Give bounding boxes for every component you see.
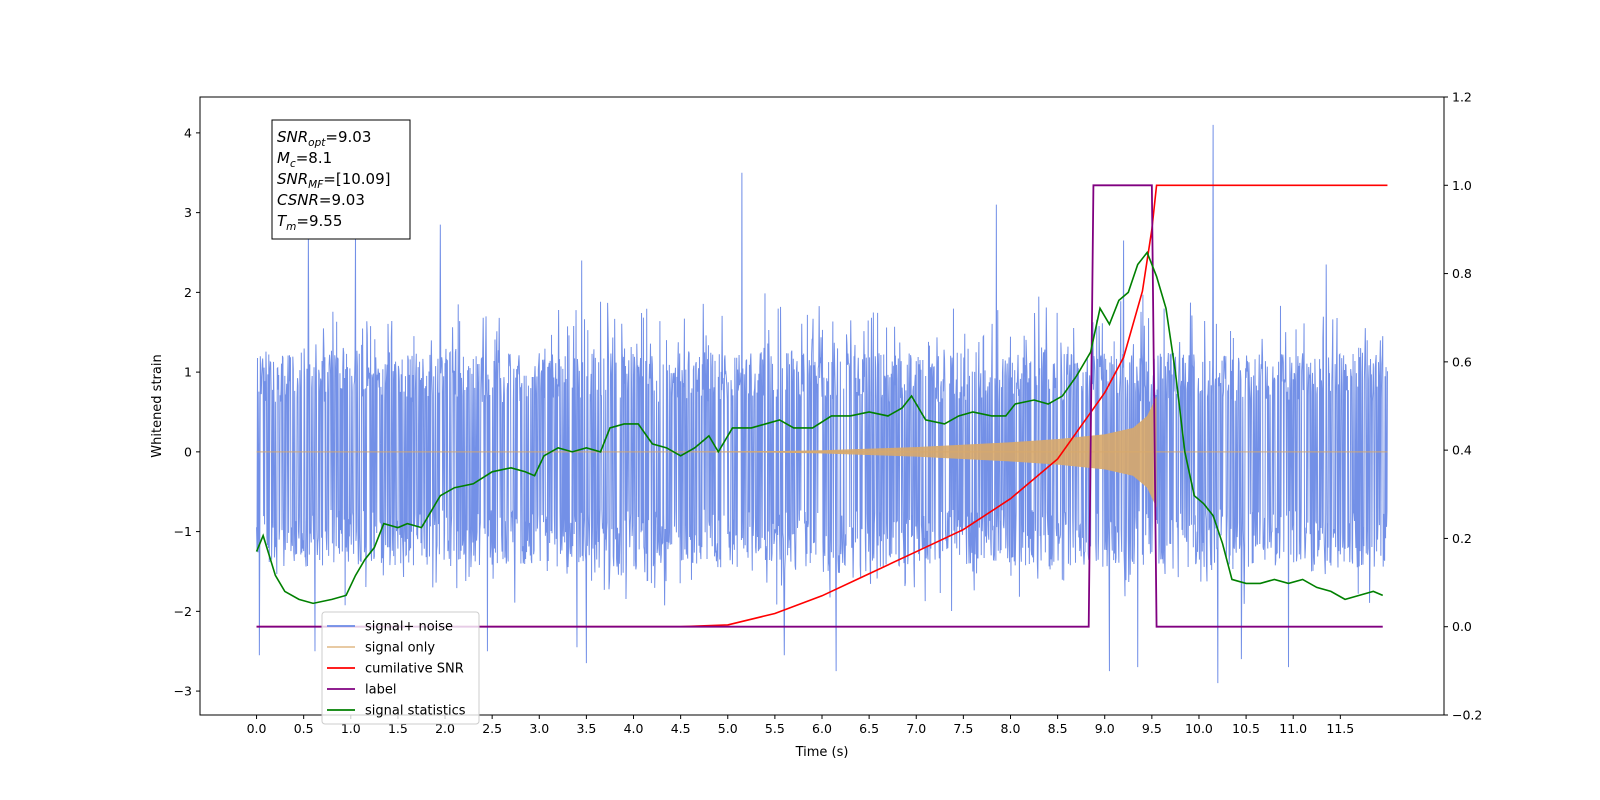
- y-tick-label-left: −3: [174, 684, 192, 699]
- legend-label: signal statistics: [365, 704, 466, 719]
- y-tick-label-right: 0.6: [1452, 354, 1472, 369]
- series-cumulative-snr-line: [256, 184, 1388, 628]
- series-signal-only-envelope: [680, 396, 1157, 508]
- x-tick-label: 3.0: [529, 721, 549, 736]
- x-tick-label: 5.0: [718, 721, 738, 736]
- series-label-line: [256, 184, 1383, 628]
- x-tick-label: 8.0: [1001, 721, 1021, 736]
- x-tick-label: 3.5: [576, 721, 596, 736]
- x-tick-label: 7.0: [906, 721, 926, 736]
- x-tick-label: 4.0: [624, 721, 644, 736]
- y-tick-label-left: 0: [184, 444, 192, 459]
- x-tick-label: 10.0: [1185, 721, 1213, 736]
- annotation-frame: [271, 119, 411, 240]
- x-tick-label: 8.5: [1048, 721, 1068, 736]
- legend-frame: [321, 611, 480, 725]
- y-tick-label-left: 4: [184, 125, 192, 140]
- legend-label: signal+ noise: [365, 620, 453, 635]
- x-tick-label: 9.5: [1142, 721, 1162, 736]
- x-tick-label: 10.5: [1232, 721, 1260, 736]
- y-tick-label-right: 1.0: [1452, 178, 1472, 193]
- series-signal-noise-line: [256, 124, 1388, 684]
- annotation-line: SNRMF=[10.09]: [277, 170, 391, 191]
- series-layer: [255, 124, 1388, 684]
- x-tick-label: 0.5: [294, 721, 314, 736]
- y-tick-label-right: 0.2: [1452, 531, 1472, 546]
- y-tick-label-right: 0.8: [1452, 266, 1472, 281]
- x-tick-label: 1.5: [388, 721, 408, 736]
- x-tick-label: 2.5: [482, 721, 502, 736]
- x-tick-label: 9.0: [1095, 721, 1115, 736]
- x-tick-label: 0.0: [247, 721, 267, 736]
- x-tick-label: 6.0: [812, 721, 832, 736]
- y-axis-label: Whitened strain: [150, 354, 165, 457]
- x-tick-label: 1.0: [341, 721, 361, 736]
- x-tick-label: 7.5: [953, 721, 973, 736]
- y-tick-label-left: −2: [174, 604, 192, 619]
- x-tick-label: 2.0: [435, 721, 455, 736]
- x-tick-label: 4.5: [671, 721, 691, 736]
- annotation-line: Mc=8.1: [277, 149, 332, 170]
- y-tick-label-left: 3: [184, 205, 192, 220]
- series-signal-statistics-line: [255, 250, 1384, 605]
- legend-label: label: [365, 683, 396, 698]
- y-tick-label-right: −0.2: [1452, 708, 1482, 723]
- x-tick-label: 5.5: [765, 721, 785, 736]
- y-tick-label-left: 1: [184, 365, 192, 380]
- y-tick-label-right: 0.4: [1452, 443, 1472, 458]
- x-tick-label: 11.5: [1326, 721, 1354, 736]
- x-axis-label: Time (s): [795, 745, 849, 760]
- y-tick-label-right: 0.0: [1452, 619, 1472, 634]
- legend: signal+ noise signal only cumilative SNR la…: [321, 611, 480, 725]
- y-tick-label-right: 1.2: [1452, 90, 1472, 105]
- annotation-line: SNRopt=9.03: [277, 128, 371, 149]
- y-tick-label-left: −1: [174, 524, 192, 539]
- x-tick-label: 11.0: [1279, 721, 1307, 736]
- legend-label: signal only: [365, 641, 435, 656]
- annotation-line: Tm=9.55: [277, 212, 342, 233]
- axes-layer: 0.0 0.5 1.0 1.5 2.0 2.5 3.0 3.5 4.0 4.5 5.0 5.5 6.0 6…: [174, 90, 1483, 737]
- legend-label: cumilative SNR: [365, 662, 464, 677]
- y-tick-label-left: 2: [184, 285, 192, 300]
- annotation-line: CSNR=9.03: [277, 191, 365, 209]
- x-tick-label: 6.5: [859, 721, 879, 736]
